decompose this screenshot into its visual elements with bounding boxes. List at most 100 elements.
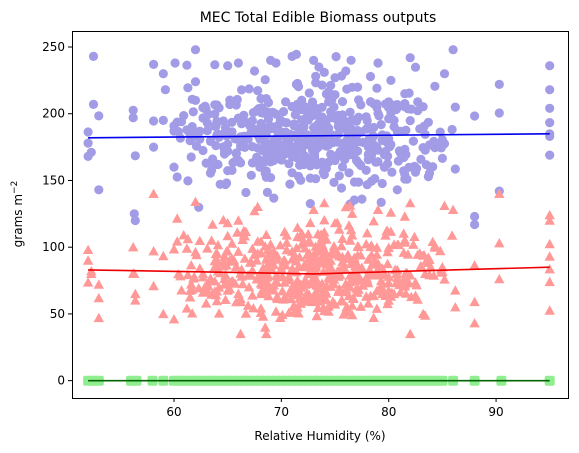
biomass-point-circle [362,112,371,121]
biomass-point-triangle [220,295,230,304]
biomass-point-circle [182,61,191,70]
biomass-point-circle [430,82,439,91]
biomass-point-circle [89,52,98,61]
biomass-point-triangle [469,297,479,306]
biomass-point-circle [448,125,457,134]
y-tick-label: 150 [42,173,65,187]
biomass-point-circle [84,152,93,161]
biomass-point-circle [495,108,504,117]
biomass-point-circle [202,105,211,114]
biomass-point-circle [290,121,299,130]
biomass-point-circle [470,111,479,120]
y-tick-label: 50 [50,307,65,321]
biomass-point-circle [288,168,297,177]
biomass-point-circle [263,188,272,197]
biomass-point-circle [271,58,280,67]
biomass-point-circle [149,116,158,125]
biomass-point-circle [318,81,327,90]
biomass-point-triangle [233,215,243,224]
biomass-point-circle [338,97,347,106]
biomass-point-circle [363,180,372,189]
biomass-point-circle [292,80,301,89]
biomass-point-circle [84,127,93,136]
biomass-point-circle [253,86,262,95]
biomass-point-circle [131,151,140,160]
y-tick-label: 100 [42,240,65,254]
biomass-point-triangle [405,198,415,207]
biomass-point-circle [406,53,415,62]
biomass-point-circle [470,220,479,229]
biomass-point-circle [236,138,245,147]
biomass-point-circle [354,159,363,168]
biomass-point-circle [169,127,178,136]
biomass-point-circle [159,116,168,125]
y-tick-label: 250 [42,40,65,54]
biomass-point-circle [285,180,294,189]
biomass-point-circle [311,174,320,183]
biomass-point-circle [374,111,383,120]
biomass-point-circle [495,80,504,89]
biomass-point-circle [330,73,339,82]
biomass-point-circle [261,139,270,148]
biomass-point-circle [210,60,219,69]
biomass-point-circle [248,116,257,125]
biomass-point-triangle [448,205,458,214]
biomass-point-circle [293,100,302,109]
biomass-point-circle [416,155,425,164]
biomass-point-triangle [319,215,329,224]
biomass-point-circle [337,183,346,192]
biomass-point-triangle [158,251,168,260]
biomass-point-circle [247,171,256,180]
biomass-point-triangle [362,228,372,237]
biomass-point-circle [256,106,265,115]
biomass-point-triangle [428,237,438,246]
biomass-point-circle [334,111,343,120]
biomass-point-circle [191,96,200,105]
biomass-point-circle [425,140,434,149]
x-tick-label: 80 [381,405,396,419]
biomass-point-circle [179,111,188,120]
biomass-point-circle [347,56,356,65]
biomass-point-triangle [369,216,379,225]
biomass-point-triangle [469,318,479,327]
biomass-point-triangle [94,279,104,288]
biomass-point-triangle [494,274,504,283]
biomass-point-triangle [382,259,392,268]
biomass-point-circle [94,111,103,120]
biomass-point-triangle [405,329,415,338]
biomass-point-triangle [212,248,222,257]
biomass-point-circle [264,115,273,124]
x-axis: 60 70 80 90 [166,398,503,419]
biomass-point-triangle [343,250,353,259]
biomass-point-circle [183,83,192,92]
biomass-point-triangle [447,230,457,239]
biomass-point-circle [129,113,138,122]
biomass-point-triangle [190,197,200,206]
biomass-point-circle [149,60,158,69]
biomass-point-circle [354,95,363,104]
biomass-point-triangle [279,227,289,236]
biomass-point-circle [372,143,381,152]
y-tick-label: 0 [57,374,65,388]
biomass-point-triangle [195,236,205,245]
biomass-point-triangle [545,264,555,273]
plot-marks [83,45,555,386]
biomass-point-circle [451,103,460,112]
biomass-point-circle [220,147,229,156]
biomass-point-triangle [176,285,186,294]
biomass-point-circle [402,175,411,184]
biomass-point-triangle [319,198,329,207]
biomass-point-circle [371,158,380,167]
biomass-point-triangle [190,247,200,256]
y-axis-label-text: grams m [11,194,25,247]
biomass-point-circle [279,118,288,127]
biomass-point-circle [161,85,170,94]
biomass-point-circle [237,119,246,128]
biomass-point-triangle [130,289,140,298]
biomass-point-circle [366,97,375,106]
biomass-point-triangle [83,277,93,286]
biomass-point-triangle [450,302,460,311]
biomass-point-circle [377,120,386,129]
biomass-point-circle [373,58,382,67]
biomass-point-circle [228,158,237,167]
